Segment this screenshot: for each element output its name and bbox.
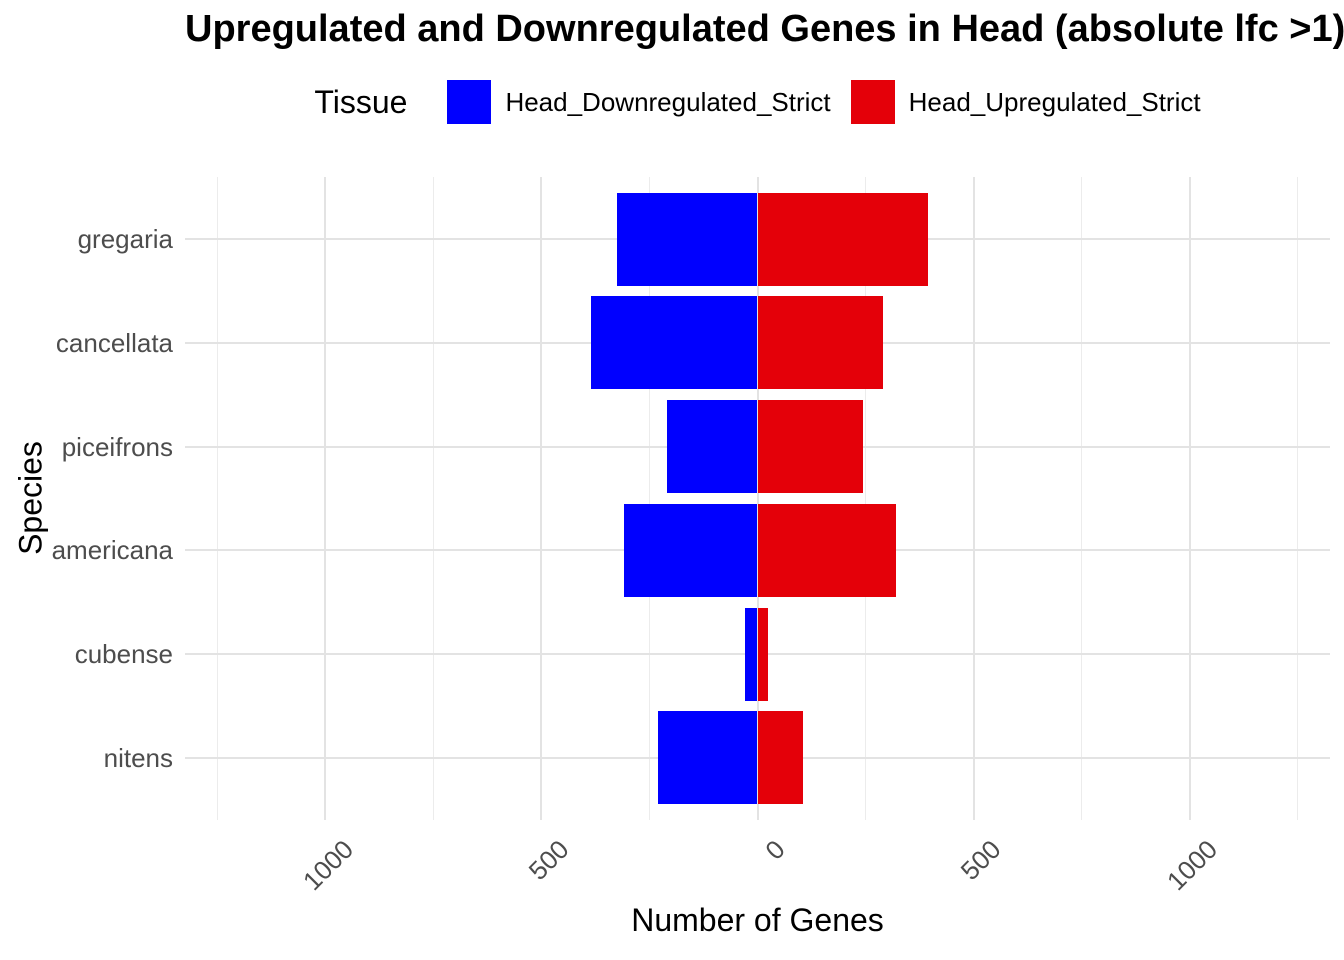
- legend-label-upregulated: Head_Upregulated_Strict: [908, 86, 1201, 117]
- y-axis-label-nitens: nitens: [103, 742, 173, 773]
- gridline-major-vertical: [540, 177, 543, 820]
- y-axis-label-gregaria: gregaria: [77, 224, 173, 255]
- gridline-major-vertical: [972, 177, 975, 820]
- x-tick-label-1000-4: 1000: [1160, 834, 1223, 897]
- bar-upregulated-americana: [757, 503, 896, 597]
- gridline-minor-vertical: [1297, 177, 1299, 820]
- gridline-major-vertical: [324, 177, 327, 820]
- bar-upregulated-cancellata: [757, 296, 883, 390]
- bar-downregulated-gregaria: [617, 192, 758, 286]
- y-axis-label-cubense: cubense: [74, 639, 173, 670]
- y-axis-label-cancellata: cancellata: [55, 327, 173, 358]
- x-axis-title: Number of Genes: [631, 902, 884, 938]
- legend-label-downregulated: Head_Downregulated_Strict: [505, 86, 831, 117]
- chart-title: Upregulated and Downregulated Genes in H…: [185, 8, 1344, 50]
- legend-item-downregulated: Head_Downregulated_Strict: [447, 80, 831, 124]
- gridline-minor-vertical: [865, 177, 867, 820]
- bar-upregulated-gregaria: [757, 192, 929, 286]
- bar-upregulated-nitens: [757, 711, 803, 805]
- x-tick-label-1000-0: 1000: [296, 834, 359, 897]
- bar-downregulated-cancellata: [591, 296, 758, 390]
- x-tick-label-500-3: 500: [954, 834, 1007, 886]
- gridline-major-vertical: [1188, 177, 1191, 820]
- legend-swatch-upregulated: [850, 80, 895, 124]
- x-tick-label-0-2: 0: [759, 834, 791, 866]
- bar-downregulated-cubense: [744, 607, 758, 701]
- legend: Tissue Head_Downregulated_Strict Head_Up…: [185, 76, 1330, 128]
- gridline-minor-vertical: [432, 177, 434, 820]
- legend-swatch-downregulated: [447, 80, 492, 124]
- gridline-minor-vertical: [648, 177, 650, 820]
- y-axis-label-americana: americana: [51, 535, 173, 566]
- bar-downregulated-piceifrons: [666, 400, 758, 494]
- bar-downregulated-americana: [623, 503, 758, 597]
- gridline-minor-vertical: [1081, 177, 1083, 820]
- bar-upregulated-cubense: [757, 607, 769, 701]
- legend-title: Tissue: [314, 83, 408, 120]
- legend-item-upregulated: Head_Upregulated_Strict: [850, 80, 1201, 124]
- y-axis-label-piceifrons: piceifrons: [61, 431, 173, 462]
- plot-panel: [185, 177, 1330, 820]
- x-tick-label-500-1: 500: [522, 834, 575, 886]
- bar-downregulated-nitens: [658, 711, 758, 805]
- gridline-major-vertical: [756, 177, 759, 820]
- bar-upregulated-piceifrons: [757, 400, 864, 494]
- gridline-minor-vertical: [216, 177, 218, 820]
